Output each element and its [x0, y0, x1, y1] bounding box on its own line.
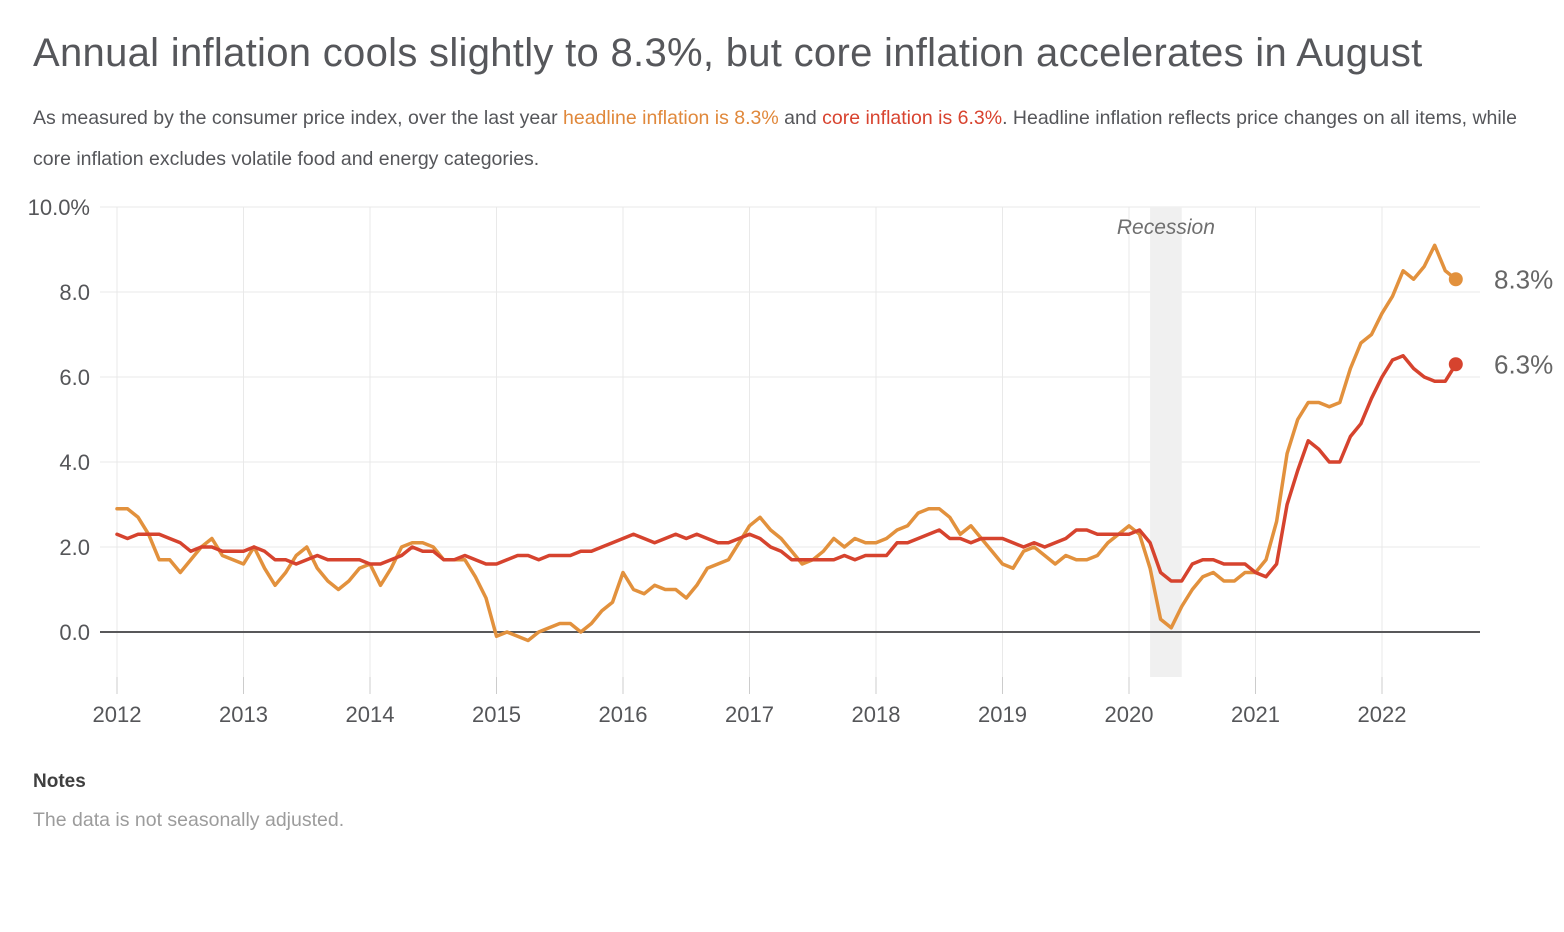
page: Annual inflation cools slightly to 8.3%,… — [0, 31, 1554, 832]
x-axis-tick-label: 2018 — [852, 702, 901, 727]
notes-section: Notes The data is not seasonally adjuste… — [33, 771, 1531, 832]
subtitle-segment-rest: . Headline inflation reflects price chan… — [33, 107, 1517, 170]
series-end-label-core: 6.3% — [1494, 349, 1553, 379]
page-title: Annual inflation cools slightly to 8.3%,… — [33, 31, 1423, 75]
subtitle-headline-highlight: headline inflation is 8.3% — [563, 107, 779, 129]
series-end-dot-core — [1448, 357, 1463, 372]
x-axis-tick-label: 2021 — [1231, 702, 1280, 727]
y-axis-tick-label: 6.0 — [59, 365, 90, 390]
series-line-headline — [115, 243, 1458, 643]
recession-band — [1150, 207, 1182, 677]
y-axis-tick-label: 2.0 — [59, 535, 90, 560]
y-axis-tick-label: 4.0 — [59, 450, 90, 475]
y-axis-tick-label: 8.0 — [59, 280, 90, 305]
notes-text: The data is not seasonally adjusted. — [33, 809, 345, 831]
series-end-dot-headline — [1448, 272, 1463, 287]
notes-label: Notes — [33, 771, 86, 792]
x-axis-tick-label: 2015 — [472, 702, 521, 727]
x-axis-tick-label: 2013 — [219, 702, 268, 727]
inflation-chart-svg: 0.0 2.0 4.0 6.0 8.0 10.0% 2012 2013 2014 2015 2016… — [28, 195, 1554, 727]
series-end-label-headline: 8.3% — [1494, 264, 1553, 294]
x-axis-tick-label: 2019 — [978, 702, 1027, 727]
recession-label: Recession — [1117, 216, 1215, 239]
x-axis-tick-label: 2017 — [725, 702, 774, 727]
y-axis-tick-label: 0.0 — [59, 620, 90, 645]
subtitle-core-highlight: core inflation is 6.3% — [822, 107, 1003, 129]
y-axis-tick-label: 10.0% — [28, 195, 90, 220]
x-axis-tick-label: 2016 — [599, 702, 648, 727]
subtitle-segment-intro: As measured by the consumer price index,… — [33, 107, 564, 129]
x-axis-tick-label: 2020 — [1105, 702, 1154, 727]
x-axis-tick-label: 2012 — [93, 702, 142, 727]
x-axis-tick-label: 2022 — [1358, 702, 1407, 727]
inflation-chart: 0.0 2.0 4.0 6.0 8.0 10.0% 2012 2013 2014 2015 2016… — [0, 192, 1554, 757]
subtitle-segment-and: and — [778, 107, 823, 129]
series-line-core — [115, 354, 1458, 583]
x-axis-tick-label: 2014 — [346, 702, 395, 727]
chart-subtitle: As measured by the consumer price index,… — [33, 98, 1531, 180]
